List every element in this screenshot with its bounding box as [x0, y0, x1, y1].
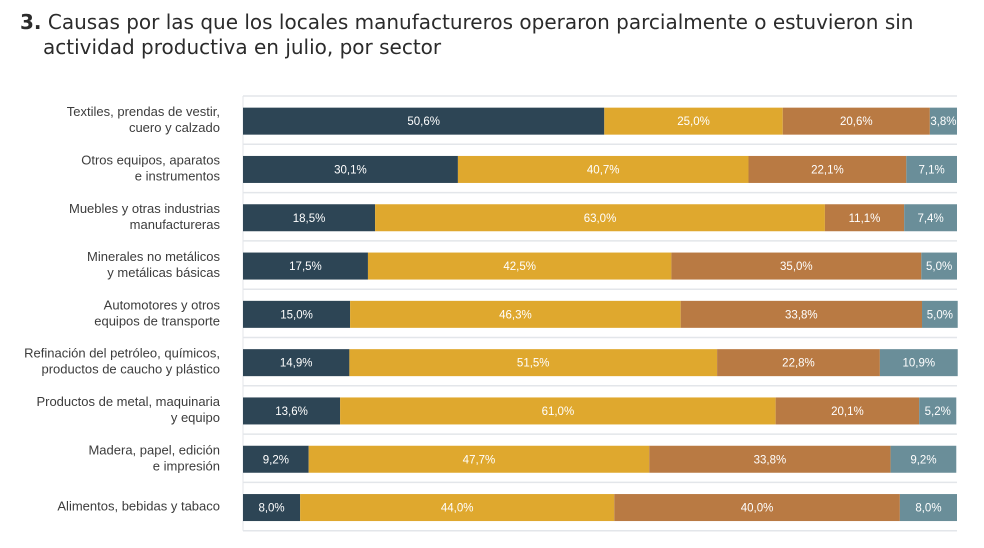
data-label: 44,0%: [441, 503, 474, 515]
category-labels: Textiles, prendas de vestir,cuero y calz…: [24, 104, 221, 513]
bar-segment: [782, 107, 930, 135]
category-label: Productos de metal, maquinaria: [36, 394, 220, 409]
category-label: Automotores y otros: [104, 297, 221, 312]
data-label: 33,8%: [785, 309, 818, 321]
bar-segment: [899, 494, 957, 522]
data-label: 18,5%: [293, 213, 326, 225]
bar-segment: [243, 397, 341, 425]
bar-segment: [243, 445, 309, 473]
bar-segment: [300, 494, 615, 522]
bar-segment: [243, 349, 350, 377]
data-label: 63,0%: [584, 213, 617, 225]
data-label: 33,8%: [754, 454, 787, 466]
category-label: productos de caucho y plástico: [42, 362, 221, 377]
data-label: 40,7%: [587, 164, 620, 176]
bar-segment: [904, 204, 957, 232]
bar-segment: [890, 445, 957, 473]
data-label: 22,8%: [782, 358, 815, 370]
data-label: 8,0%: [915, 503, 941, 515]
data-label: 35,0%: [780, 261, 813, 273]
category-label: y equipo: [171, 410, 220, 425]
data-label: 40,0%: [741, 503, 774, 515]
bars: 50,6% 25,0% 20,6% 3,8% 30,1% 40,7% 22,1% 7,1% 18…: [243, 107, 958, 522]
data-label: 7,1%: [919, 164, 945, 176]
category-label: Otros equipos, aparatos: [81, 152, 220, 167]
data-label: 42,5%: [503, 261, 536, 273]
data-label: 14,9%: [280, 358, 313, 370]
bar-segment: [349, 349, 718, 377]
data-label: 61,0%: [542, 406, 575, 418]
data-label: 22,1%: [811, 164, 844, 176]
bar-segment: [350, 300, 681, 328]
data-label: 30,1%: [334, 164, 367, 176]
bar-segment: [775, 397, 920, 425]
bar-segment: [243, 494, 301, 522]
bar-segment: [367, 252, 672, 280]
bar-segment: [375, 204, 825, 232]
data-label: 25,0%: [677, 116, 710, 128]
data-label: 10,9%: [902, 358, 935, 370]
category-label: manufactureras: [130, 217, 221, 232]
category-label: Madera, papel, edición: [88, 442, 220, 457]
bar-segment: [671, 252, 922, 280]
bar-segment: [906, 155, 957, 183]
bar-segment: [243, 300, 351, 328]
data-label: 46,3%: [499, 309, 532, 321]
data-label: 11,1%: [849, 213, 881, 225]
bar-segment: [922, 300, 958, 328]
category-label: Minerales no metálicos: [87, 249, 220, 264]
chart-title: 3. Causas por las que los locales manufa…: [20, 10, 980, 60]
data-label: 51,5%: [517, 358, 550, 370]
data-label: 15,0%: [280, 309, 313, 321]
data-label: 20,1%: [831, 406, 864, 418]
category-label: cuero y calzado: [129, 120, 220, 135]
bar-segment: [649, 445, 891, 473]
data-label: 8,0%: [258, 503, 284, 515]
bar-segment: [717, 349, 880, 377]
bar-segment: [748, 155, 907, 183]
category-label: e instrumentos: [135, 168, 221, 183]
category-label: Muebles y otras industrias: [69, 201, 221, 216]
category-label: equipos de transporte: [94, 313, 220, 328]
bar-segment: [921, 252, 957, 280]
category-label: Textiles, prendas de vestir,: [67, 104, 220, 119]
bar-segment: [457, 155, 749, 183]
bar-segment: [929, 107, 957, 135]
data-label: 17,5%: [289, 261, 322, 273]
data-label: 9,2%: [910, 454, 936, 466]
bar-segment: [604, 107, 783, 135]
data-label: 9,2%: [263, 454, 289, 466]
chart-number: 3.: [20, 10, 42, 34]
data-label: 20,6%: [840, 116, 873, 128]
chart-title-line2: actividad productiva en julio, por secto…: [43, 35, 442, 59]
bar-segment: [824, 204, 905, 232]
data-label: 5,0%: [926, 261, 952, 273]
data-label: 3,8%: [930, 116, 956, 128]
category-label: e impresión: [153, 458, 220, 473]
bar-segment: [614, 494, 900, 522]
bar-segment: [243, 252, 368, 280]
gridlines: [242, 95, 957, 532]
data-label: 5,2%: [925, 406, 951, 418]
bar-segment: [308, 445, 650, 473]
bar-segment: [340, 397, 776, 425]
bar-segment: [243, 155, 458, 183]
bar-segment: [680, 300, 923, 328]
data-label: 13,6%: [275, 406, 308, 418]
bar-segment: [919, 397, 957, 425]
bar-segment: [879, 349, 958, 377]
category-label: y metálicas básicas: [107, 265, 220, 280]
category-label: Refinación del petróleo, químicos,: [24, 346, 220, 361]
category-label: Alimentos, bebidas y tabaco: [57, 499, 220, 514]
data-label: 47,7%: [463, 454, 496, 466]
data-label: 7,4%: [917, 213, 943, 225]
bar-segment: [243, 204, 376, 232]
bar-segment: [243, 107, 605, 135]
data-label: 5,0%: [927, 309, 953, 321]
data-label: 50,6%: [407, 116, 440, 128]
chart-title-line1: Causas por las que los locales manufactu…: [47, 10, 914, 34]
